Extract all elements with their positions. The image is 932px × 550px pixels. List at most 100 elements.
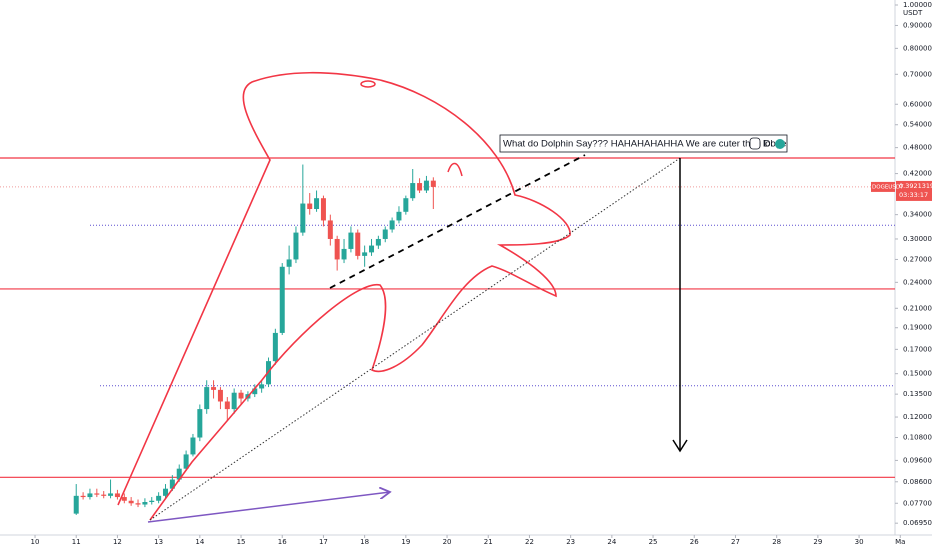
- dog-icon: [749, 137, 761, 150]
- candle-body: [128, 500, 134, 504]
- dashed-trendline: [329, 154, 586, 289]
- y-tick-label: 0.1900000: [903, 324, 932, 332]
- x-tick-label: 21: [484, 538, 493, 546]
- candle-body: [307, 203, 313, 210]
- candle-body: [114, 493, 120, 498]
- candle-body: [272, 332, 278, 362]
- y-tick-label: 1.0000000: [903, 1, 932, 9]
- candle-body: [279, 266, 285, 333]
- candle-body: [286, 259, 292, 267]
- dolphin-eye: [360, 80, 376, 88]
- x-tick-label: 12: [113, 538, 122, 546]
- candle-body: [293, 232, 299, 260]
- candle-body: [259, 384, 265, 389]
- y-tick-label: 0.3400000: [903, 211, 932, 219]
- y-tick-label: 0.8000000: [903, 44, 932, 52]
- x-tick-label: 29: [813, 538, 822, 546]
- y-tick-label: 0.0695000: [903, 519, 932, 527]
- candle-body: [217, 389, 223, 402]
- x-tick-label: 25: [649, 538, 658, 546]
- y-tick-label: 0.1200000: [903, 413, 932, 421]
- candle-body: [224, 401, 230, 410]
- last-price-label: 0.3921319: [899, 182, 932, 190]
- x-tick-label: 19: [401, 538, 410, 546]
- x-tick-label: 15: [237, 538, 246, 546]
- candle-body: [327, 220, 333, 239]
- candle-body: [300, 203, 306, 233]
- dolphin-spout: [447, 162, 463, 177]
- candle-body: [417, 183, 423, 191]
- x-tick-label: 28: [772, 538, 781, 546]
- annotation-box: [499, 134, 788, 153]
- y-tick-label: 0.1080000: [903, 434, 932, 442]
- candle-body: [190, 437, 196, 455]
- candle-body: [121, 497, 127, 501]
- x-tick-label: 30: [855, 538, 864, 546]
- x-tick-label: 13: [154, 538, 163, 546]
- candle-body: [369, 245, 375, 253]
- symbol-label: DOGEUSDT: [872, 184, 904, 190]
- candle-body: [396, 211, 402, 221]
- candle-body: [320, 198, 326, 221]
- candle-body: [87, 493, 93, 498]
- candle-body: [169, 479, 175, 489]
- annotation-end: lol: [763, 139, 773, 150]
- x-tick-label: 11: [72, 538, 81, 546]
- candle-body: [149, 500, 155, 503]
- candle-body: [430, 180, 436, 187]
- x-tick-label: 16: [278, 538, 287, 546]
- candle-body: [348, 232, 354, 249]
- x-tick-label: 23: [566, 538, 575, 546]
- y-tick-label: 0.9000000: [903, 21, 932, 29]
- face-icon: [775, 139, 785, 149]
- dolphin-drawing: [117, 71, 571, 521]
- candle-body: [94, 493, 100, 495]
- candle-body: [382, 229, 388, 239]
- x-tick-label: 17: [319, 538, 328, 546]
- y-tick-label: 0.0770000: [903, 499, 932, 507]
- y-tick-label: 0.2100000: [903, 304, 932, 312]
- y-tick-label: 0.0960000: [903, 456, 932, 464]
- x-tick-label: 27: [731, 538, 740, 546]
- candle-body: [156, 495, 162, 501]
- candle-body: [73, 495, 79, 514]
- y-tick-label: 0.6000000: [903, 100, 932, 108]
- candle-body: [238, 392, 244, 399]
- candle-body: [231, 392, 237, 410]
- candle-body: [403, 198, 409, 212]
- candle-body: [355, 232, 361, 256]
- last-price-box: [896, 180, 932, 201]
- y-tick-label: 0.1350000: [903, 390, 932, 398]
- dotted-trendline: [149, 157, 681, 521]
- x-tick-label: 22: [525, 538, 534, 546]
- candle-body: [410, 183, 416, 199]
- x-tick-label: 10: [31, 538, 40, 546]
- candle-body: [334, 238, 340, 260]
- candle-body: [314, 198, 320, 210]
- y-tick-label: 0.0860000: [903, 478, 932, 486]
- countdown: 03:33:17: [899, 191, 928, 199]
- candle-body: [362, 252, 368, 256]
- x-tick-label: 24: [607, 538, 616, 546]
- purple-arrow: [147, 492, 390, 523]
- candle-body: [389, 220, 395, 230]
- candle-body: [163, 488, 169, 496]
- x-tick-label: 26: [690, 538, 699, 546]
- candle-body: [108, 493, 114, 496]
- down-arrow-head: [672, 439, 688, 453]
- y-tick-label: 0.3000000: [903, 235, 932, 243]
- currency-label: USDT: [903, 9, 923, 17]
- candle-body: [142, 502, 148, 505]
- candle-body: [80, 495, 86, 498]
- y-tick-label: 0.1500000: [903, 370, 932, 378]
- x-tick-label: Ma: [895, 538, 905, 546]
- y-tick-label: 0.2700000: [903, 255, 932, 263]
- y-tick-label: 0.1700000: [903, 345, 932, 353]
- x-tick-label: 20: [443, 538, 452, 546]
- x-tick-label: 18: [360, 538, 369, 546]
- candle-body: [197, 409, 203, 438]
- candle-body: [183, 454, 189, 469]
- candle-body: [101, 494, 107, 496]
- candle-body: [341, 248, 347, 260]
